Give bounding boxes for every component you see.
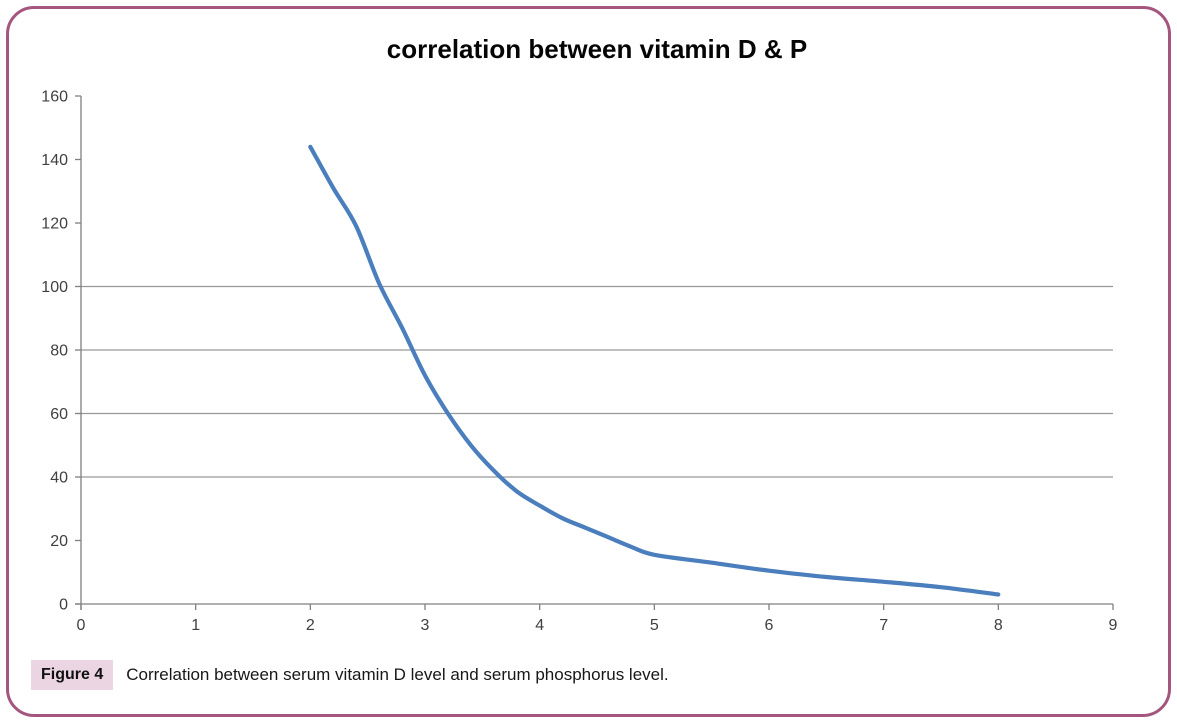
y-tick-label: 120: [41, 216, 68, 233]
y-tick-label: 40: [50, 470, 68, 487]
x-tick-label: 3: [421, 617, 430, 634]
figure-caption: Figure 4 Correlation between serum vitam…: [31, 660, 669, 690]
figure-label: Figure 4: [31, 660, 114, 690]
y-tick-label: 60: [50, 406, 68, 423]
x-tick-label: 4: [535, 617, 544, 634]
chart-title: correlation between vitamin D & P: [386, 34, 808, 64]
y-tick-label: 80: [50, 343, 68, 360]
x-tick-label: 2: [306, 617, 315, 634]
figure-caption-text: Correlation between serum vitamin D leve…: [126, 665, 669, 684]
y-tick-label: 20: [50, 533, 68, 550]
x-tick-label: 7: [879, 617, 888, 634]
y-tick-label: 100: [41, 279, 68, 296]
figure-frame: [6, 6, 1171, 717]
x-tick-label: 0: [77, 617, 86, 634]
x-tick-label: 9: [1109, 617, 1118, 634]
y-tick-label: 160: [41, 89, 68, 106]
y-tick-label: 140: [41, 152, 68, 169]
x-tick-label: 5: [650, 617, 659, 634]
x-tick-label: 1: [191, 617, 200, 634]
y-tick-label: 0: [59, 597, 68, 614]
series-curve: [308, 144, 1001, 597]
x-tick-label: 6: [765, 617, 774, 634]
x-tick-label: 8: [994, 617, 1003, 634]
